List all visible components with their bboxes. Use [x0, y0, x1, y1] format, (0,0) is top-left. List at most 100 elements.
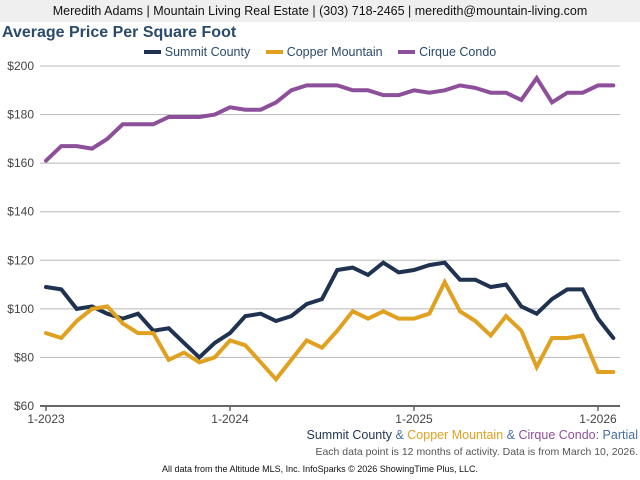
data-point[interactable] [305, 338, 309, 342]
data-point[interactable] [44, 331, 48, 335]
data-point[interactable] [289, 88, 293, 92]
data-point[interactable] [75, 307, 79, 311]
data-point[interactable] [565, 91, 569, 95]
data-point[interactable] [412, 268, 416, 272]
data-point[interactable] [381, 309, 385, 313]
data-point[interactable] [504, 91, 508, 95]
legend-item-cirque-condo[interactable]: Cirque Condo [398, 45, 496, 59]
legend-item-copper-mountain[interactable]: Copper Mountain [265, 45, 383, 59]
data-point[interactable] [519, 329, 523, 333]
series-line-summit-county[interactable] [44, 260, 616, 361]
data-point[interactable] [335, 268, 339, 272]
data-point[interactable] [305, 83, 309, 87]
data-point[interactable] [274, 100, 278, 104]
data-point[interactable] [228, 105, 232, 109]
data-point[interactable] [228, 331, 232, 335]
data-point[interactable] [611, 370, 615, 374]
data-point[interactable] [458, 83, 462, 87]
data-point[interactable] [289, 314, 293, 318]
data-point[interactable] [366, 273, 370, 277]
data-point[interactable] [105, 304, 109, 308]
series-line-copper-mountain[interactable] [44, 277, 616, 383]
data-point[interactable] [213, 341, 217, 345]
data-point[interactable] [320, 297, 324, 301]
data-point[interactable] [182, 351, 186, 355]
data-point[interactable] [121, 321, 125, 325]
data-point[interactable] [105, 312, 109, 316]
data-point[interactable] [351, 266, 355, 270]
data-point[interactable] [197, 355, 201, 359]
data-point[interactable] [274, 319, 278, 323]
data-point[interactable] [213, 355, 217, 359]
legend-item-summit-county[interactable]: Summit County [143, 45, 250, 59]
data-point[interactable] [59, 144, 63, 148]
data-point[interactable] [335, 329, 339, 333]
data-point[interactable] [581, 287, 585, 291]
data-point[interactable] [259, 360, 263, 364]
data-point[interactable] [75, 319, 79, 323]
data-point[interactable] [519, 98, 523, 102]
data-point[interactable] [366, 317, 370, 321]
data-point[interactable] [381, 261, 385, 265]
data-point[interactable] [320, 83, 324, 87]
data-point[interactable] [167, 326, 171, 330]
data-point[interactable] [197, 115, 201, 119]
data-point[interactable] [136, 331, 140, 335]
data-point[interactable] [611, 336, 615, 340]
data-point[interactable] [274, 377, 278, 381]
data-point[interactable] [581, 334, 585, 338]
data-point[interactable] [59, 336, 63, 340]
data-point[interactable] [397, 93, 401, 97]
data-point[interactable] [305, 302, 309, 306]
data-point[interactable] [151, 122, 155, 126]
data-point[interactable] [535, 365, 539, 369]
data-point[interactable] [443, 261, 447, 265]
data-point[interactable] [121, 122, 125, 126]
data-point[interactable] [443, 88, 447, 92]
data-point[interactable] [90, 147, 94, 151]
data-point[interactable] [381, 93, 385, 97]
data-point[interactable] [105, 137, 109, 141]
data-point[interactable] [427, 263, 431, 267]
data-point[interactable] [611, 83, 615, 87]
data-point[interactable] [504, 283, 508, 287]
data-point[interactable] [596, 317, 600, 321]
data-point[interactable] [90, 307, 94, 311]
data-point[interactable] [412, 317, 416, 321]
data-point[interactable] [136, 312, 140, 316]
data-point[interactable] [443, 280, 447, 284]
data-point[interactable] [397, 317, 401, 321]
data-point[interactable] [535, 76, 539, 80]
data-point[interactable] [473, 278, 477, 282]
data-point[interactable] [167, 358, 171, 362]
data-point[interactable] [397, 270, 401, 274]
data-point[interactable] [366, 88, 370, 92]
data-point[interactable] [243, 108, 247, 112]
data-point[interactable] [213, 113, 217, 117]
data-point[interactable] [289, 358, 293, 362]
data-point[interactable] [489, 334, 493, 338]
data-point[interactable] [182, 115, 186, 119]
data-point[interactable] [550, 297, 554, 301]
data-point[interactable] [458, 309, 462, 313]
data-point[interactable] [473, 86, 477, 90]
data-point[interactable] [550, 100, 554, 104]
data-point[interactable] [243, 343, 247, 347]
data-point[interactable] [581, 91, 585, 95]
data-point[interactable] [351, 88, 355, 92]
data-point[interactable] [136, 122, 140, 126]
data-point[interactable] [412, 88, 416, 92]
data-point[interactable] [535, 312, 539, 316]
data-point[interactable] [228, 338, 232, 342]
data-point[interactable] [489, 91, 493, 95]
data-point[interactable] [351, 309, 355, 313]
data-point[interactable] [75, 144, 79, 148]
data-point[interactable] [489, 285, 493, 289]
data-point[interactable] [565, 336, 569, 340]
data-point[interactable] [259, 312, 263, 316]
data-point[interactable] [44, 159, 48, 163]
data-point[interactable] [565, 287, 569, 291]
series-line-cirque-condo[interactable] [44, 74, 616, 163]
data-point[interactable] [59, 287, 63, 291]
data-point[interactable] [504, 314, 508, 318]
